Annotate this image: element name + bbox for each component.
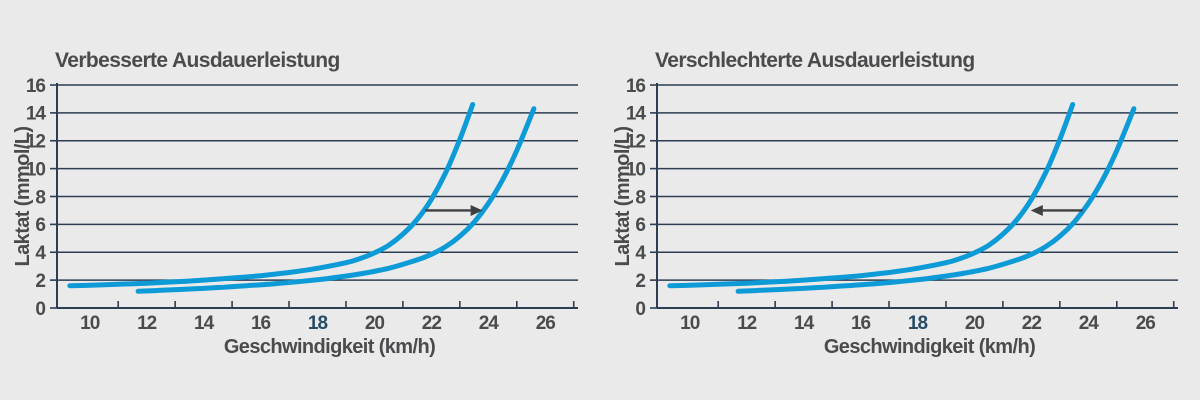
x-tick-label-16: 16 (251, 313, 271, 334)
y-axis-title: Laktat (mmol/L) (612, 127, 634, 267)
y-tick-label-6: 6 (635, 215, 645, 236)
y-tick-label-16: 16 (626, 76, 646, 97)
x-tick-label-18: 18 (908, 313, 928, 334)
x-tick-label-24: 24 (479, 313, 500, 334)
y-axis-title: Laktat (mmol/L) (12, 127, 34, 267)
x-axis-title: Geschwindigkeit (km/h) (224, 336, 435, 358)
chart-panel-improved-endurance: 10 12 14 16 18 20 22 24 26 0 2 4 6 8 10 12 14 16 Verbesser… (12, 49, 578, 358)
x-tick-labels: 10 12 14 16 18 20 22 24 26 (680, 313, 1156, 334)
y-tick-label-16: 16 (26, 76, 46, 97)
x-tick-label-22: 22 (422, 313, 442, 334)
y-ticks (650, 84, 657, 309)
y-tick-label-2: 2 (35, 271, 45, 292)
x-minor-ticks (117, 301, 575, 308)
x-tick-label-12: 12 (737, 313, 757, 334)
x-tick-label-20: 20 (365, 313, 385, 334)
y-tick-label-10: 10 (26, 159, 46, 180)
lactate-curve-2-shifted-lactate-curve (735, 106, 1137, 294)
lactate-curve-1-baseline-lactate-curve (67, 102, 476, 289)
y-tick-label-6: 6 (35, 215, 45, 236)
x-tick-label-14: 14 (794, 313, 815, 334)
y-tick-label-0: 0 (635, 299, 645, 320)
x-tick-label-24: 24 (1079, 313, 1100, 334)
x-axis-title: Geschwindigkeit (km/h) (824, 336, 1035, 358)
improved-endurance-chart: 10 12 14 16 18 20 22 24 260246810121416Verbesser… (12, 49, 578, 358)
y-tick-label-8: 8 (635, 187, 645, 208)
y-gridlines (57, 84, 578, 281)
y-tick-label-12: 12 (26, 132, 46, 153)
y-tick-label-14: 14 (26, 104, 47, 125)
x-tick-label-22: 22 (1022, 313, 1042, 334)
y-tick-label-10: 10 (626, 159, 646, 180)
x-tick-label-14: 14 (194, 313, 215, 334)
lactate-curve-1-baseline-lactate-curve (667, 102, 1076, 289)
curve-shift-arrow-right (425, 204, 483, 216)
y-tick-label-0: 0 (35, 299, 45, 320)
x-tick-label-12: 12 (137, 313, 157, 334)
y-tick-label-14: 14 (626, 104, 647, 125)
y-tick-label-4: 4 (35, 243, 46, 264)
chart-title: Verbesserte Ausdauerleistung (55, 49, 340, 72)
x-tick-label-20: 20 (965, 313, 985, 334)
x-tick-label-18: 18 (308, 313, 328, 334)
curve-shift-arrow-left (1030, 204, 1083, 216)
y-tick-label-4: 4 (635, 243, 646, 264)
worsened-endurance-chart: 10 12 14 16 18 20 22 24 260246810121416Verschlec… (612, 49, 1178, 358)
chart-title: Verschlechterte Ausdauerleistung (655, 49, 975, 72)
chart-panel-worsened-endurance: 10 12 14 16 18 20 22 24 26 0 2 4 6 8 10 12 14 16 Verschlec… (600, 0, 1200, 400)
x-tick-label-26: 26 (1136, 313, 1156, 334)
arrow-head (470, 204, 483, 216)
lactate-curve-2-shifted-lactate-curve (135, 106, 537, 294)
y-tick-labels: 0 2 4 6 8 10 12 14 16 (626, 76, 648, 320)
x-tick-label-16: 16 (851, 313, 871, 334)
x-minor-ticks (717, 301, 1175, 308)
x-tick-label-26: 26 (536, 313, 556, 334)
y-tick-label-2: 2 (635, 271, 645, 292)
y-tick-label-8: 8 (35, 187, 45, 208)
x-tick-labels: 10 12 14 16 18 20 22 24 26 (80, 313, 556, 334)
x-tick-label-10: 10 (680, 313, 700, 334)
arrow-head (1030, 204, 1043, 216)
y-ticks (50, 84, 57, 309)
y-tick-label-12: 12 (626, 132, 646, 153)
y-tick-labels: 0 2 4 6 8 10 12 14 16 (26, 76, 48, 320)
x-tick-label-10: 10 (80, 313, 100, 334)
